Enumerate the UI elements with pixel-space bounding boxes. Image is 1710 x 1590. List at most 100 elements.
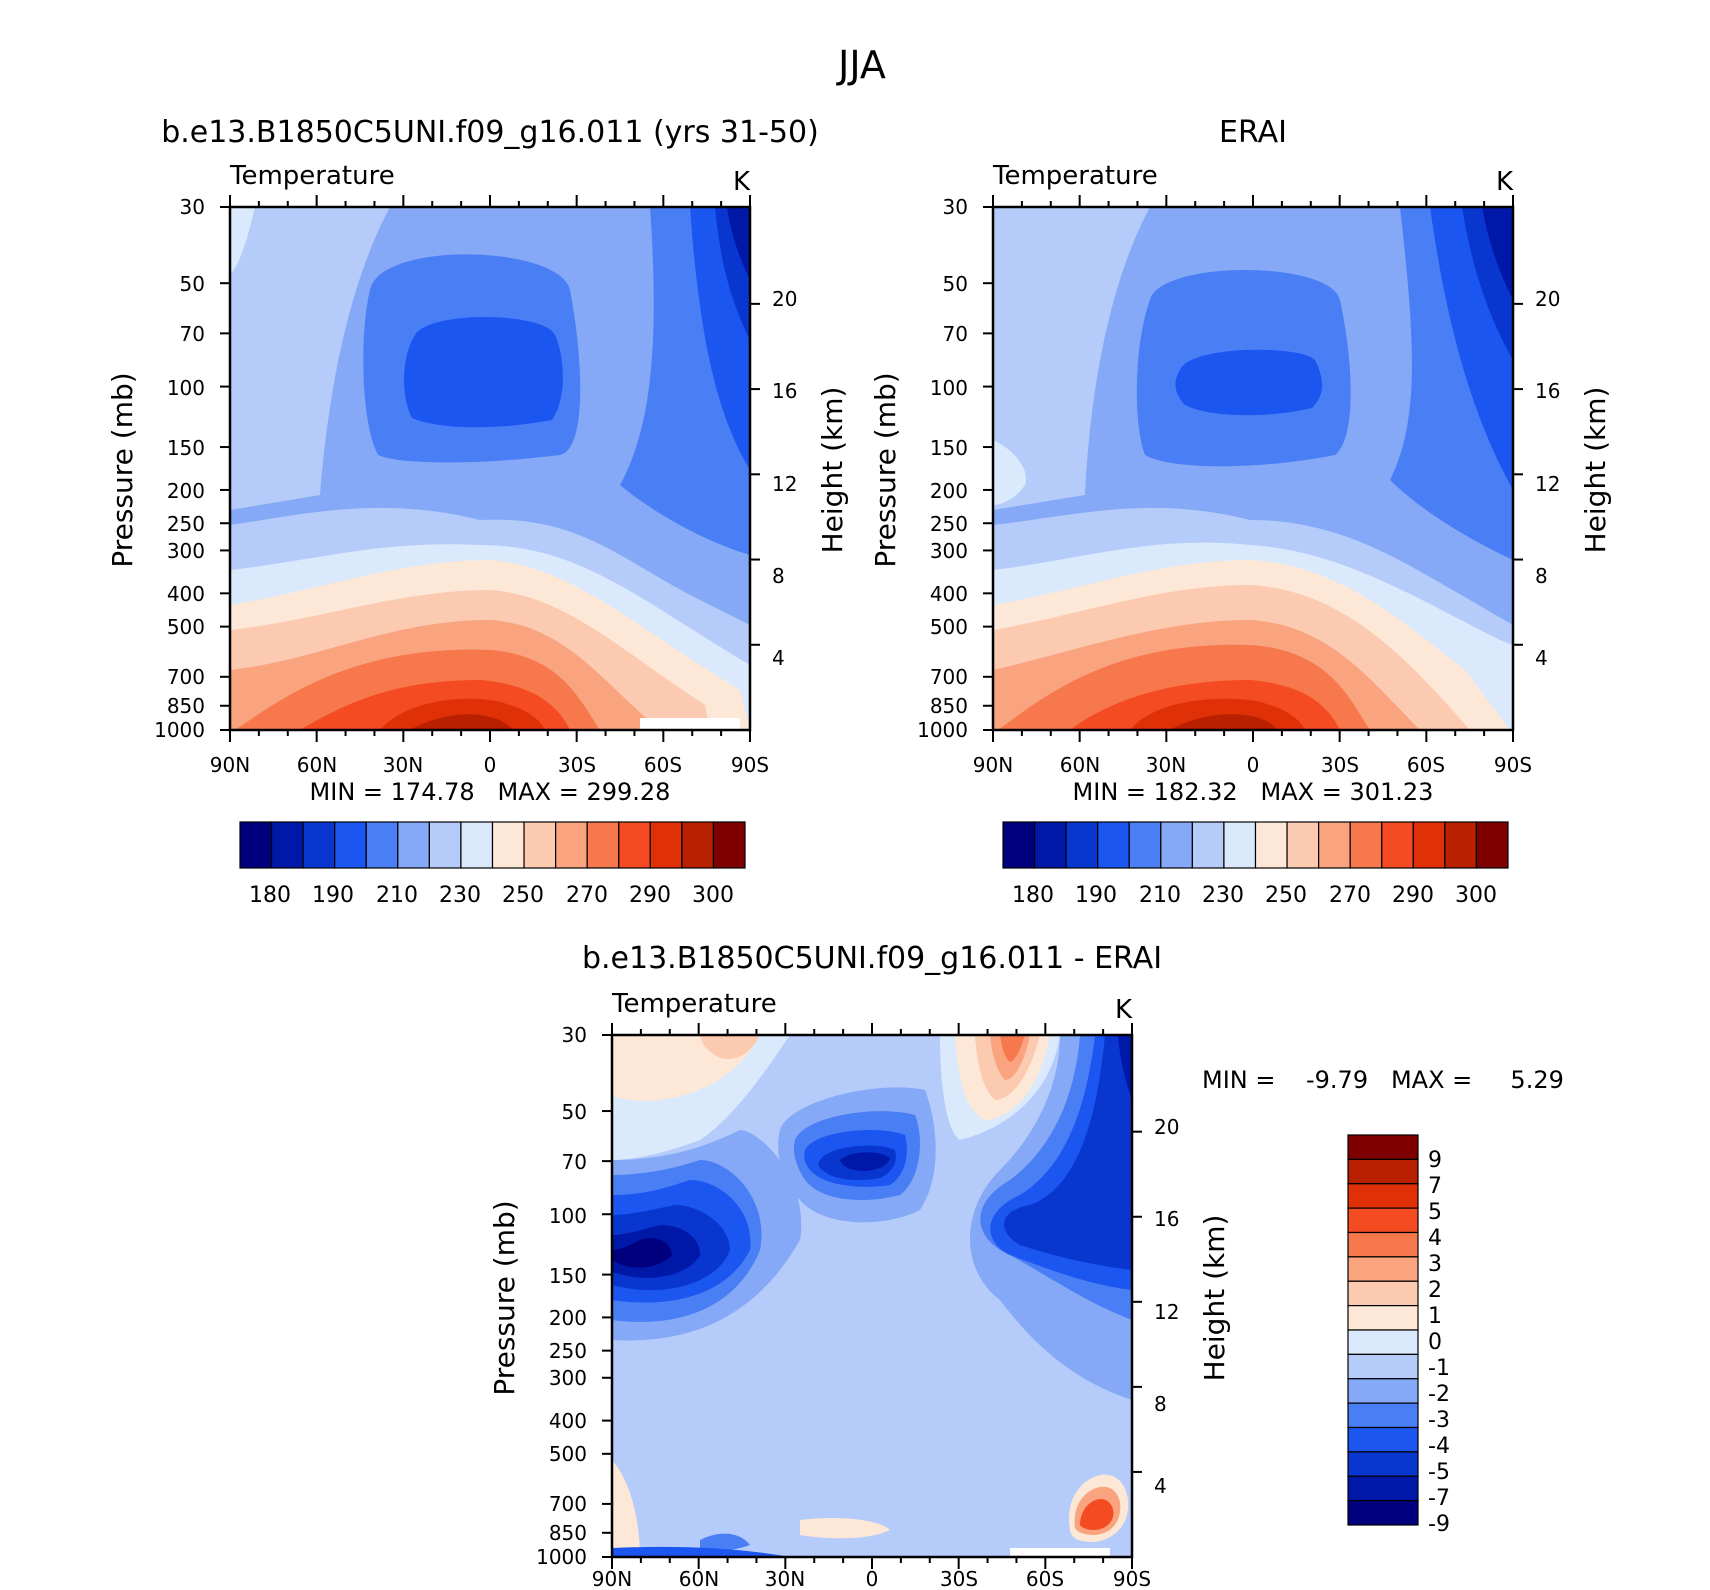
- colorbar-label: 180: [1012, 883, 1054, 908]
- colorbar-label: 2: [1428, 1278, 1442, 1303]
- colorbar-label: 9: [1428, 1148, 1442, 1173]
- y-tick-label: 200: [549, 1306, 587, 1330]
- colorbar-swatch: [365, 821, 399, 869]
- colorbar-label: -3: [1428, 1408, 1450, 1433]
- y-tick-label: 30: [562, 1023, 587, 1047]
- colorbar-swatch: [523, 821, 557, 869]
- panel-difference-y-ticks: 30 50 70 100 150 200 250 300 400 500 700…: [536, 1023, 587, 1569]
- colorbar-swatch: [681, 821, 715, 869]
- colorbar-label: 290: [629, 883, 671, 908]
- colorbar-swatch: [1347, 1378, 1419, 1404]
- colorbar-label: 250: [502, 883, 544, 908]
- colorbar-label: 1: [1428, 1304, 1442, 1329]
- colorbar-swatch: [302, 821, 336, 869]
- x-tick-label: 60N: [1060, 753, 1100, 777]
- colorbar-swatch: [1347, 1329, 1419, 1355]
- colorbar-swatch: [460, 821, 494, 869]
- colorbar-label: -5: [1428, 1460, 1450, 1485]
- colorbar-label: 230: [1202, 883, 1244, 908]
- y-tick-label: 1000: [536, 1545, 587, 1569]
- colorbar-label: 230: [439, 883, 481, 908]
- colorbar-label: -1: [1428, 1356, 1450, 1381]
- height-tick-label: 8: [1535, 564, 1548, 588]
- panel-erai: ERAI Temperature K 90N 60N: [869, 115, 1612, 908]
- colorbar-label: 4: [1428, 1226, 1442, 1251]
- colorbar-swatch: [1347, 1402, 1419, 1429]
- colorbar-label: 250: [1265, 883, 1307, 908]
- colorbar-swatch: [712, 821, 746, 869]
- x-tick-label: 90N: [973, 753, 1013, 777]
- y-tick-label: 300: [549, 1366, 587, 1390]
- y-tick-label: 850: [549, 1521, 587, 1545]
- colorbar-swatch: [1347, 1500, 1419, 1526]
- colorbar-swatch: [1097, 821, 1130, 869]
- y-tick-label: 50: [943, 272, 968, 296]
- colorbar-swatch: [1286, 821, 1320, 869]
- y-tick-label: 500: [549, 1442, 587, 1466]
- y-tick-label: 700: [167, 665, 205, 689]
- panel-difference-units: K: [1115, 995, 1133, 1025]
- colorbar-swatch: [1347, 1305, 1419, 1331]
- colorbar-label: 180: [249, 883, 291, 908]
- colorbar-label: -9: [1428, 1512, 1450, 1537]
- height-tick-label: 8: [772, 564, 785, 588]
- panel-erai-y-axis-label-right: Height (km): [1579, 387, 1612, 554]
- y-tick-label: 150: [167, 436, 205, 460]
- temperature-colorbar: 180 190 210 230 250 270 290 300: [239, 821, 746, 908]
- y-tick-label: 400: [930, 582, 968, 606]
- colorbar-swatch: [649, 821, 683, 869]
- panel-difference-variable: Temperature: [611, 989, 777, 1019]
- panel-model: b.e13.B1850C5UNI.f09_g16.011 (yrs 31-50)…: [106, 115, 849, 908]
- x-tick-label: 30N: [1146, 753, 1186, 777]
- height-tick-label: 16: [772, 379, 797, 403]
- height-tick-label: 20: [1535, 287, 1560, 311]
- y-tick-label: 70: [943, 322, 968, 346]
- y-tick-label: 700: [549, 1492, 587, 1516]
- colorbar-swatch: [1347, 1134, 1419, 1160]
- y-tick-label: 700: [930, 665, 968, 689]
- colorbar-swatch: [1065, 821, 1099, 869]
- x-tick-label: 30N: [383, 753, 423, 777]
- colorbar-swatch: [1002, 821, 1036, 869]
- y-tick-label: 300: [930, 539, 968, 563]
- difference-colorbar: 9 7 5 4 3 2 1 0 -1 -2 -3 -4 -5 -7 -9: [1347, 1134, 1450, 1537]
- colorbar-swatch: [1318, 821, 1351, 869]
- colorbar-swatch: [1347, 1231, 1419, 1258]
- x-tick-label: 90S: [731, 753, 769, 777]
- x-tick-label: 30S: [558, 753, 596, 777]
- x-tick-label: 60N: [297, 753, 337, 777]
- y-tick-label: 250: [930, 512, 968, 536]
- colorbar-swatch: [397, 821, 430, 869]
- axis-tick-marks: [220, 195, 1523, 1569]
- height-tick-label: 8: [1154, 1392, 1167, 1416]
- y-tick-label: 250: [167, 512, 205, 536]
- colorbar-label: 270: [1329, 883, 1371, 908]
- colorbar-swatch: [586, 821, 620, 869]
- height-tick-label: 12: [1535, 472, 1560, 496]
- x-tick-label: 60S: [1407, 753, 1445, 777]
- height-tick-label: 20: [1154, 1115, 1179, 1139]
- y-tick-label: 250: [549, 1339, 587, 1363]
- height-tick-label: 12: [1154, 1300, 1179, 1324]
- y-tick-label: 400: [549, 1409, 587, 1433]
- y-tick-label: 100: [930, 376, 968, 400]
- panel-model-units: K: [733, 167, 751, 197]
- panel-difference-stats: MIN = -9.79 MAX = 5.29: [1202, 1066, 1564, 1094]
- y-tick-label: 850: [167, 694, 205, 718]
- height-tick-label: 16: [1535, 379, 1560, 403]
- colorbar-swatch: [555, 821, 588, 869]
- y-tick-label: 500: [167, 615, 205, 639]
- colorbar-swatch: [428, 821, 462, 869]
- panel-difference-y-ticks-right: 20 16 12 8 4: [1154, 1115, 1179, 1498]
- colorbar-label: -2: [1428, 1382, 1450, 1407]
- colorbar-swatch: [618, 821, 651, 869]
- panel-model-x-ticks: 90N 60N 30N 0 30S 60S 90S: [210, 753, 769, 777]
- y-tick-label: 850: [930, 694, 968, 718]
- colorbar-label: 190: [312, 883, 354, 908]
- colorbar-swatch: [1349, 821, 1383, 869]
- height-tick-label: 4: [1154, 1474, 1167, 1498]
- colorbar-swatch: [1347, 1256, 1419, 1282]
- panel-erai-variable: Temperature: [992, 161, 1158, 191]
- colorbar-swatch: [1191, 821, 1225, 869]
